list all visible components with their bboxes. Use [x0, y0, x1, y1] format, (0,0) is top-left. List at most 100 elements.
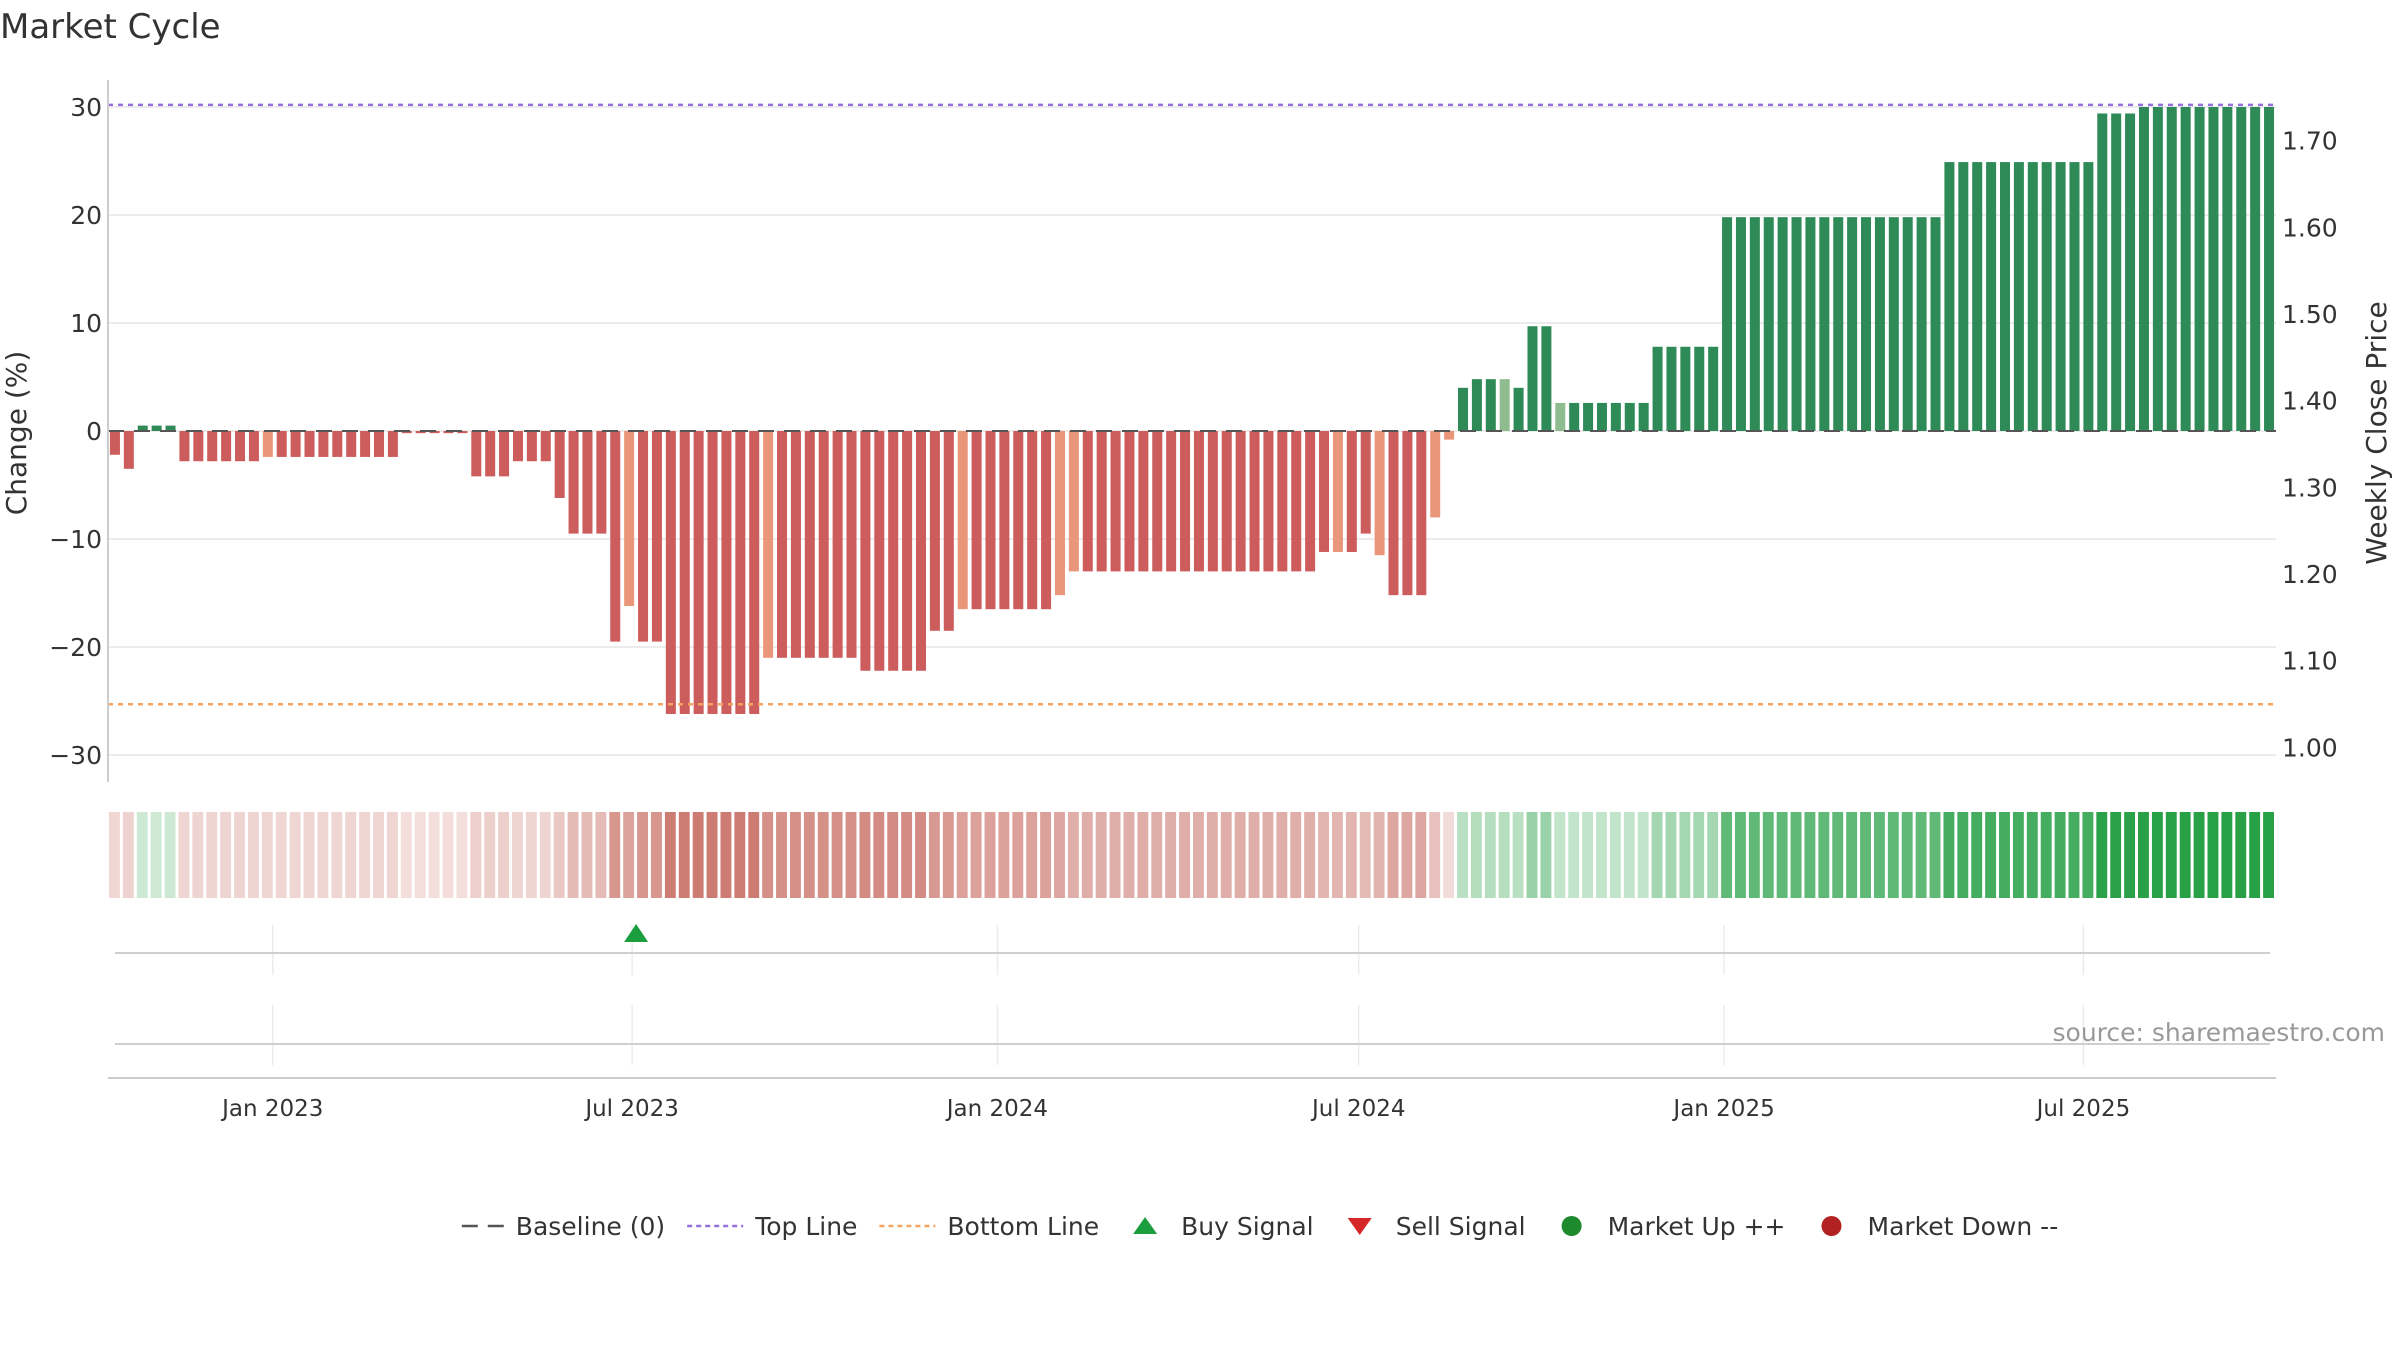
band-cell [1484, 812, 1496, 898]
change-bar [526, 431, 537, 462]
change-bar [1485, 379, 1496, 431]
change-bar [235, 431, 246, 462]
change-bar [554, 431, 565, 498]
change-bar [1805, 217, 1816, 431]
band-cell [1887, 812, 1899, 898]
band-cell [2012, 812, 2024, 898]
legend-symbol-circle [1821, 1216, 1842, 1236]
change-bar [2111, 113, 2122, 431]
change-bar [2097, 113, 2108, 431]
change-bar [207, 431, 218, 462]
band-cell [1387, 812, 1399, 898]
buy-signal-marker [624, 924, 649, 942]
y-tick-label-right: 1.20 [2282, 560, 2338, 589]
band-cell [2068, 812, 2080, 898]
band-cell [2040, 812, 2052, 898]
change-bar [1791, 217, 1802, 431]
band-cell [1707, 812, 1719, 898]
band-cell [789, 812, 801, 898]
legend-item: Buy Signal [1133, 1212, 1314, 1241]
change-bar [1916, 217, 1927, 431]
band-cell [373, 812, 384, 898]
legend-triangle-down [1347, 1218, 1372, 1235]
change-bar [1624, 402, 1635, 431]
band-cell [692, 812, 704, 898]
legend-item: Top Line [687, 1212, 857, 1241]
change-bar [1944, 162, 1955, 431]
y-tick-label-left: −30 [49, 741, 102, 770]
band-cell [1179, 812, 1190, 898]
change-bar [818, 431, 829, 658]
change-bar [2013, 162, 2024, 431]
change-bar [1583, 402, 1594, 431]
band-cell [1762, 812, 1774, 898]
change-bar [1068, 431, 1079, 572]
change-bar [874, 431, 885, 671]
change-bar [2208, 107, 2219, 431]
chart-title: Market Cycle [0, 7, 221, 47]
change-bar [1457, 387, 1469, 431]
band-cell [1971, 812, 1983, 898]
change-bar [1152, 431, 1163, 572]
signal-strip [115, 924, 2270, 1065]
band-cell [289, 812, 301, 898]
band-cell [317, 812, 329, 898]
band-cell [1429, 812, 1441, 898]
change-bar [457, 431, 468, 434]
change-bar [1527, 326, 1538, 431]
band-cell [1345, 812, 1357, 898]
change-bar [1332, 431, 1343, 552]
band-cell [261, 812, 273, 898]
band-cell [984, 812, 996, 898]
band-cell [1109, 812, 1121, 898]
band-cell [1234, 812, 1246, 898]
change-bar [1346, 431, 1357, 552]
y-tick-label-left: −20 [49, 633, 102, 662]
band-cell [1123, 812, 1135, 898]
change-bar [1999, 162, 2011, 431]
y-tick-label-right: 1.50 [2282, 300, 2338, 329]
change-bar [763, 431, 774, 658]
band-cell [2165, 812, 2177, 898]
band-cell [192, 812, 204, 898]
change-bar [1874, 217, 1885, 431]
change-bar [1610, 402, 1621, 431]
change-bar [1958, 162, 1969, 431]
x-tick-label: Jan 2023 [220, 1096, 323, 1122]
legend-symbol-triangle-up [1133, 1217, 1158, 1234]
change-bar [2069, 162, 2080, 431]
band-cell [637, 812, 648, 898]
change-bar [1096, 431, 1107, 572]
band-cell [1081, 812, 1093, 898]
band-cell [1596, 812, 1607, 898]
band-cell [2138, 812, 2149, 898]
change-bar [1596, 402, 1607, 431]
legend-triangle-up [1133, 1217, 1158, 1234]
change-bar [1694, 346, 1705, 431]
change-bar [568, 431, 579, 534]
change-bar [2264, 107, 2275, 431]
band-cell [1609, 812, 1621, 898]
band-cell [720, 812, 732, 898]
band-cell [1665, 812, 1677, 898]
band-cell [734, 812, 746, 898]
legend-item: Baseline (0) [461, 1212, 665, 1241]
change-bar [373, 431, 385, 457]
change-bar [1861, 217, 1872, 431]
band-cell [1873, 812, 1885, 898]
band-cell [1206, 812, 1218, 898]
band-cell [595, 812, 607, 898]
band-cell [942, 812, 954, 898]
legend-item: Sell Signal [1347, 1212, 1526, 1241]
band-cell [873, 812, 885, 898]
band-cell [1568, 812, 1580, 898]
legend-label: Top Line [754, 1212, 857, 1241]
change-bar [123, 431, 134, 469]
legend-label: Market Down -- [1868, 1212, 2059, 1241]
legend-label: Baseline (0) [516, 1212, 665, 1241]
change-bar [1444, 431, 1455, 440]
legend-item: Market Up ++ [1561, 1212, 1786, 1241]
change-bar [1110, 431, 1121, 572]
band-cell [1470, 812, 1482, 898]
